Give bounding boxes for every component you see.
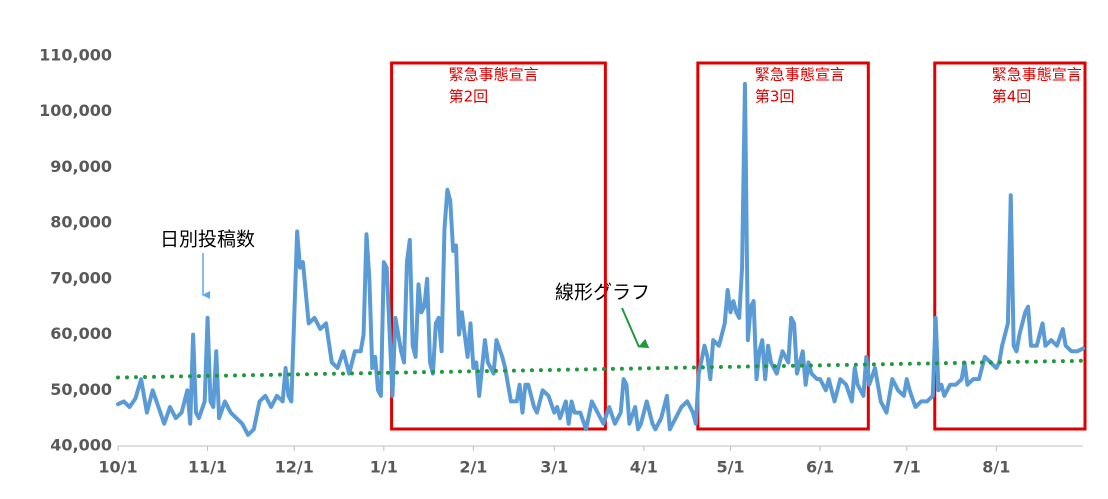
x-tick-label: 2/1 [459, 458, 487, 477]
series-annotation: 日別投稿数 [160, 229, 255, 251]
x-tick-label: 5/1 [716, 458, 744, 477]
y-tick-label: 70,000 [50, 268, 112, 287]
x-tick-label: 11/1 [188, 458, 227, 477]
y-tick-label: 80,000 [50, 213, 112, 232]
y-tick-label: 60,000 [50, 324, 112, 343]
x-tick-label: 3/1 [540, 458, 568, 477]
x-tick-label: 6/1 [806, 458, 834, 477]
x-tick-label: 10/1 [98, 458, 137, 477]
trend-line [116, 358, 1085, 380]
x-tick-label: 4/1 [630, 458, 658, 477]
period-sublabel: 第4回 [992, 88, 1032, 106]
period-box [933, 61, 1087, 431]
trend-annotation: 線形グラフ [555, 282, 650, 304]
series-line [116, 81, 1085, 437]
x-tick-label: 7/1 [893, 458, 921, 477]
period-box [696, 61, 870, 431]
period-sublabel: 第3回 [755, 88, 795, 106]
period-label: 緊急事態宣言 [449, 66, 539, 84]
x-tick-label: 1/1 [370, 458, 398, 477]
period-label: 緊急事態宣言 [992, 66, 1082, 84]
x-tick-label: 12/1 [275, 458, 314, 477]
y-tick-label: 100,000 [39, 101, 112, 120]
y-tick-label: 50,000 [50, 380, 112, 399]
y-tick-label: 90,000 [50, 157, 112, 176]
period-label: 緊急事態宣言 [755, 66, 845, 84]
period-box [390, 61, 607, 431]
period-sublabel: 第2回 [449, 88, 489, 106]
y-tick-label: 40,000 [50, 436, 112, 455]
x-tick-label: 8/1 [982, 458, 1010, 477]
arrow [621, 307, 650, 348]
y-tick-label: 110,000 [39, 46, 112, 65]
